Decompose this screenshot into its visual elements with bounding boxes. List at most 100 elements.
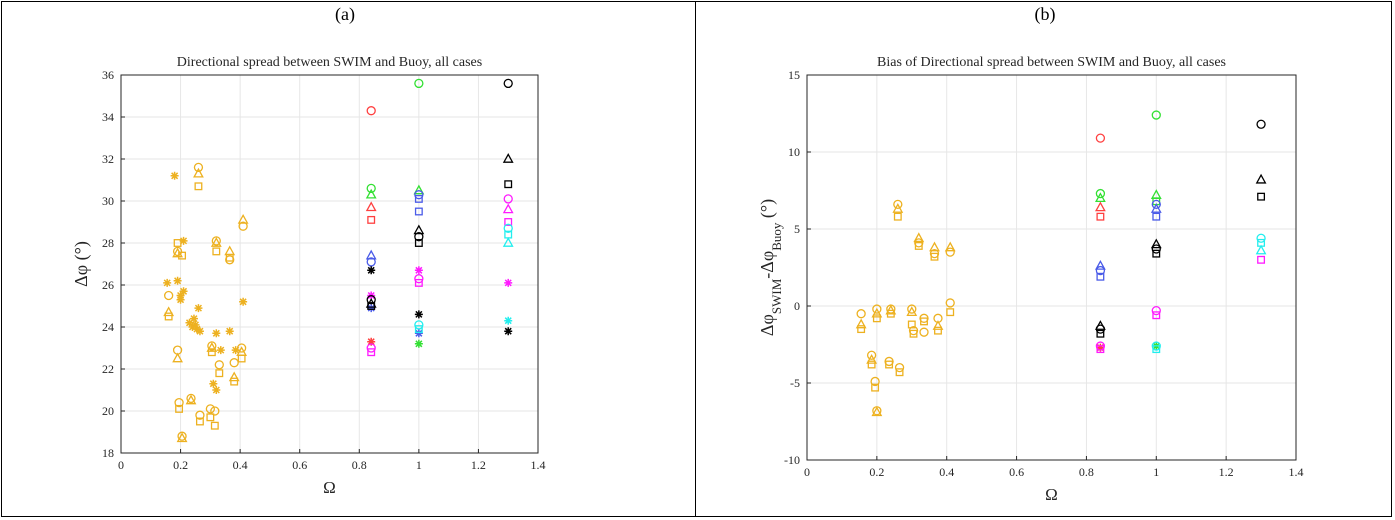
- y-tick-label: 0: [794, 299, 800, 313]
- marker-orange-circle: [225, 255, 235, 265]
- y-axis-label: Δφ (°): [71, 241, 92, 287]
- marker-orange-star: [185, 318, 194, 327]
- marker-cyan-circle: [1151, 341, 1161, 351]
- x-tick-label: 0.6: [1009, 465, 1024, 479]
- marker-orange-star: [212, 329, 221, 338]
- marker-red-triangle: [365, 201, 377, 212]
- marker-magenta-circle: [366, 343, 376, 353]
- marker-orange-square: [914, 241, 923, 250]
- marker-black-triangle: [1255, 173, 1267, 184]
- y-tick-label: 32: [102, 152, 114, 166]
- marker-orange-square: [946, 308, 955, 317]
- marker-orange-star: [212, 386, 221, 394]
- marker-orange-triangle: [210, 237, 222, 247]
- marker-black-triangle: [413, 224, 425, 235]
- marker-black-square: [1096, 329, 1105, 338]
- y-tick-label: 20: [102, 404, 114, 418]
- marker-orange-star: [176, 295, 185, 304]
- marker-green-circle: [1095, 188, 1106, 199]
- x-tick-label: 1.2: [1219, 465, 1234, 479]
- marker-orange-circle: [914, 238, 924, 248]
- axes-box: [806, 74, 1297, 461]
- marker-orange-star: [170, 171, 179, 180]
- marker-orange-square: [885, 360, 894, 369]
- marker-black-circle: [503, 78, 513, 89]
- marker-orange-star: [239, 297, 248, 306]
- marker-orange-star: [231, 346, 240, 355]
- marker-orange-star: [173, 276, 182, 285]
- marker-orange-circle: [908, 325, 919, 336]
- marker-blue-circle: [414, 190, 424, 200]
- marker-orange-circle: [195, 410, 205, 420]
- y-tick-label: 26: [102, 278, 114, 292]
- marker-orange-triangle: [871, 307, 883, 318]
- marker-orange-circle: [884, 356, 894, 367]
- marker-blue-triangle: [1094, 260, 1106, 270]
- marker-magenta-square: [1096, 345, 1105, 354]
- marker-orange-square: [872, 314, 881, 323]
- marker-orange-circle: [870, 376, 880, 387]
- panel-label-a: (a): [335, 4, 355, 24]
- marker-magenta-triangle: [502, 203, 514, 214]
- chart-panel-0: 0 0.2 0.4 0.6 0.8 1 1.2 1.4 18 20 22 24 26 28 30 32 34 36…: [71, 55, 546, 497]
- marker-magenta-circle: [503, 194, 513, 204]
- marker-orange-triangle: [237, 213, 249, 224]
- marker-black-triangle: [502, 153, 514, 163]
- x-tick-label: 1.2: [471, 458, 486, 472]
- marker-cyan-circle: [414, 320, 424, 330]
- y-tick-label: 30: [102, 194, 114, 208]
- marker-red-star: [1096, 343, 1105, 352]
- marker-orange-triangle: [185, 394, 197, 405]
- marker-orange-circle: [893, 199, 903, 210]
- marker-red-circle: [1095, 133, 1106, 143]
- y-tick-label: 34: [102, 110, 114, 124]
- marker-orange-star: [225, 327, 234, 336]
- marker-orange-star: [163, 278, 172, 287]
- marker-orange-square: [164, 312, 173, 321]
- marker-orange-triangle: [871, 406, 883, 417]
- x-axis-label: Ω: [1045, 485, 1058, 504]
- y-axis-label: ΔφSWIM-ΔφBuoy (°): [757, 199, 784, 336]
- marker-orange-square: [886, 309, 895, 318]
- marker-orange-square: [215, 369, 224, 378]
- marker-orange-triangle: [866, 353, 878, 364]
- marker-orange-circle: [172, 246, 183, 257]
- x-tick-label: 0.4: [939, 465, 954, 479]
- marker-red-circle: [366, 106, 376, 116]
- marker-cyan-triangle: [1255, 244, 1267, 255]
- marker-magenta-star: [414, 266, 423, 275]
- x-axis-label: Ω: [323, 478, 336, 497]
- y-tick-label: 22: [102, 362, 114, 376]
- marker-blue-star: [367, 304, 376, 313]
- marker-magenta-circle: [414, 274, 424, 284]
- marker-black-triangle: [1150, 238, 1162, 249]
- marker-orange-circle: [945, 247, 955, 257]
- marker-orange-circle: [919, 313, 929, 323]
- marker-orange-triangle: [913, 232, 925, 243]
- marker-orange-triangle: [224, 245, 236, 256]
- x-tick-label: 0: [804, 465, 810, 479]
- y-tick-label: 5: [794, 222, 800, 236]
- marker-orange-circle: [866, 350, 877, 360]
- marker-orange-square: [867, 360, 876, 369]
- marker-orange-square: [173, 239, 182, 247]
- x-tick-label: 1.4: [1289, 465, 1304, 479]
- marker-blue-square: [414, 207, 423, 216]
- x-tick-label: 0: [118, 458, 124, 472]
- marker-magenta-square: [414, 278, 423, 287]
- marker-black-star: [367, 266, 376, 275]
- marker-orange-triangle: [932, 320, 944, 330]
- marker-orange-circle: [929, 248, 940, 259]
- marker-orange-square: [920, 317, 928, 326]
- marker-orange-triangle: [929, 241, 940, 252]
- marker-orange-triangle: [944, 241, 956, 252]
- marker-orange-circle: [211, 236, 221, 246]
- marker-orange-triangle: [892, 203, 904, 213]
- marker-cyan-star: [504, 316, 513, 325]
- marker-orange-circle: [174, 397, 184, 408]
- marker-blue-star: [414, 329, 423, 338]
- chart-panel-1: 0 0.2 0.4 0.6 0.8 1 1.2 1.4 -10 -5 0 5 10 15 Bias of D…: [757, 55, 1304, 504]
- marker-orange-square: [934, 326, 942, 335]
- marker-orange-circle: [236, 343, 247, 353]
